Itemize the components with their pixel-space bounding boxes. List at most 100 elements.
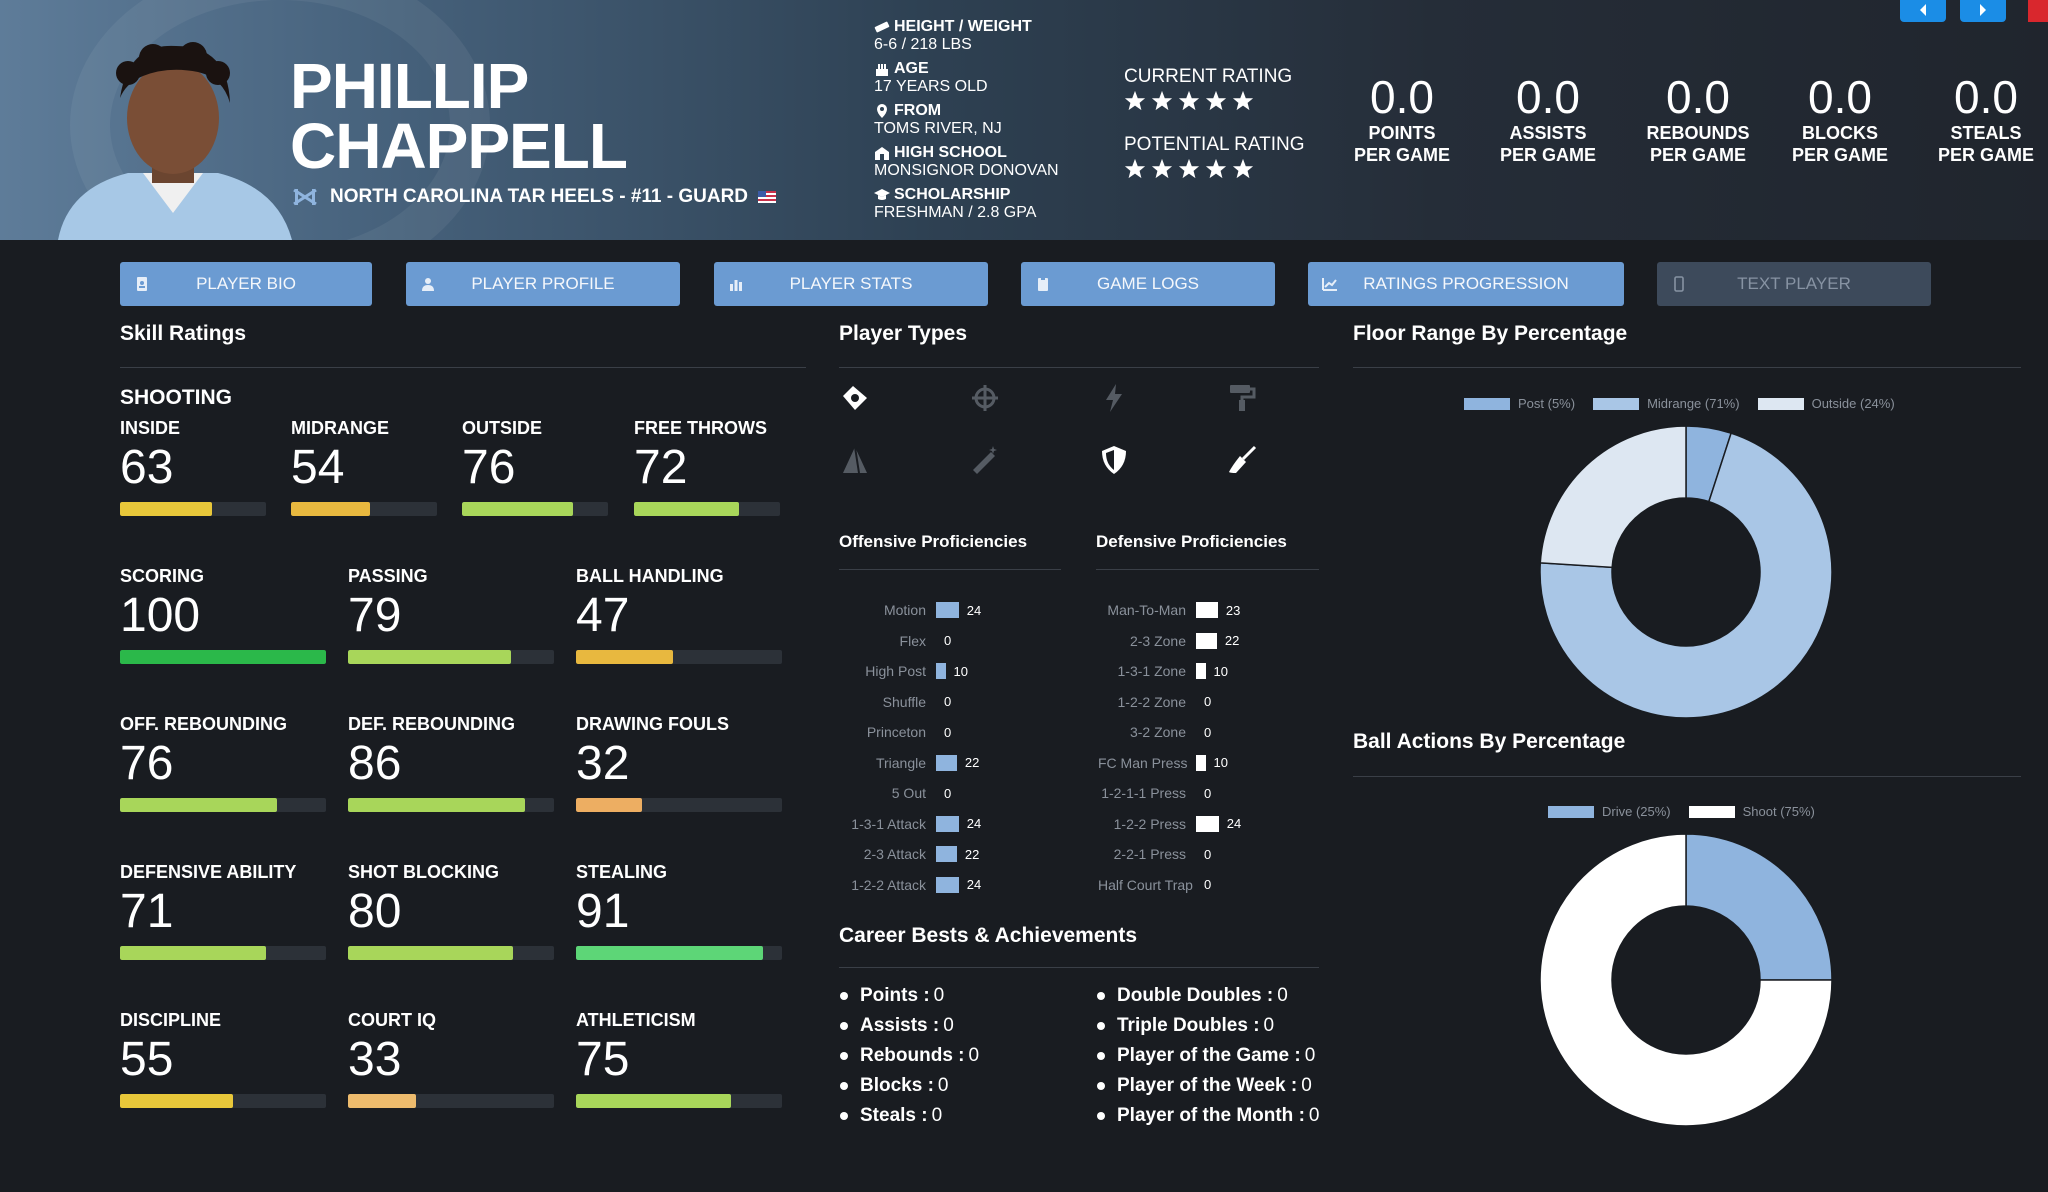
magic-wand-icon[interactable] (969, 444, 1001, 476)
skill-shot-blocking: SHOT BLOCKING 80 (348, 862, 554, 960)
skill-bar-fill (576, 798, 642, 812)
avatar (58, 42, 292, 240)
crosshair-icon[interactable] (969, 382, 1001, 414)
achievement-label: Rebounds : (860, 1045, 965, 1066)
ball-actions-donut-chart (1539, 833, 1833, 1127)
achievement-label: Player of the Game : (1117, 1045, 1301, 1066)
skill-bar-fill (120, 650, 326, 664)
star-icon (1178, 158, 1200, 179)
skill-ratings-divider (120, 367, 806, 368)
proficiency-name: 3-2 Zone (1129, 724, 1186, 740)
legend-item[interactable]: Drive (25%) (1548, 804, 1671, 819)
proficiency-name: High Post (865, 663, 926, 679)
skill-value: 75 (576, 1033, 630, 1086)
achievement-value: 0 (1304, 1045, 1316, 1066)
chevron-right-icon (1980, 4, 1986, 16)
bullet-icon (840, 1022, 848, 1030)
proficiency-row: Flex 0 (838, 631, 952, 651)
skill-label: PASSING (348, 566, 428, 586)
bullet-icon (840, 1052, 848, 1060)
proficiency-row: Man-To-Man 23 (1098, 600, 1240, 620)
donut-slice[interactable] (1539, 425, 1687, 569)
skill-defensive-ability: DEFENSIVE ABILITY 71 (120, 862, 326, 960)
star-icon (1178, 90, 1200, 111)
tab-player-profile[interactable]: PLAYER PROFILE (406, 262, 680, 306)
skill-label: SCORING (120, 566, 205, 586)
potential-rating-stars (1124, 158, 1305, 180)
paint-roller-icon[interactable] (1226, 382, 1258, 414)
floor-range-donut-chart (1539, 425, 1833, 719)
achievement-label: Blocks : (860, 1075, 934, 1096)
skill-value: 91 (576, 885, 630, 938)
proficiency-value: 22 (964, 755, 980, 770)
previous-player-button[interactable] (1900, 0, 1946, 22)
skill-bar-fill (348, 946, 513, 960)
skill-label: DRAWING FOULS (576, 714, 729, 734)
tab-player-stats[interactable]: PLAYER STATS (714, 262, 988, 306)
star-icon (1151, 90, 1173, 111)
skill-value: 55 (120, 1033, 174, 1086)
unc-logo-icon (293, 188, 317, 206)
proficiency-row: 1-2-2 Zone 0 (1098, 692, 1212, 712)
proficiency-value: 0 (1204, 846, 1212, 862)
legend-swatch (1548, 805, 1594, 818)
donut-slice[interactable] (1685, 833, 1833, 981)
school-icon (875, 147, 889, 160)
next-player-button[interactable] (1960, 0, 2006, 22)
achievement-value: 0 (931, 1105, 943, 1126)
lightning-icon[interactable] (1098, 382, 1130, 414)
legend-item[interactable]: Shoot (75%) (1688, 804, 1815, 819)
achievement-value: 0 (968, 1045, 980, 1066)
location-pin-icon (877, 104, 887, 118)
achievement-item: Triple Doubles :0 (1097, 1015, 1274, 1037)
career-divider (839, 967, 1319, 968)
proficiency-name: Shuffle (882, 693, 926, 710)
skill-bar-fill (634, 502, 740, 516)
bullet-icon (1097, 992, 1105, 1000)
cake-icon (876, 64, 888, 76)
legend-item[interactable]: Outside (24%) (1757, 396, 1895, 411)
stat-steals: 0.0 STEALS PER GAME (1937, 71, 2034, 165)
player-last-name: CHAPPELL (290, 110, 628, 182)
stat-points: 0.0 POINTS PER GAME (1353, 71, 1450, 165)
broom-icon[interactable] (1226, 444, 1258, 476)
achievement-item: Player of the Month :0 (1097, 1105, 1319, 1127)
pyramid-icon[interactable] (839, 444, 871, 476)
ball-actions-legend: Drive (25%) Shoot (75%) (1548, 804, 1825, 819)
bullet-icon (1097, 1022, 1105, 1030)
ball-handler-icon[interactable] (839, 382, 871, 414)
donut-slice[interactable] (1539, 432, 1833, 719)
achievement-item: Points :0 (840, 985, 944, 1007)
skill-value: 47 (576, 589, 630, 642)
donut-slice[interactable] (1539, 833, 1833, 1127)
legend-item[interactable]: Midrange (71%) (1593, 396, 1740, 411)
tab-ratings-progression[interactable]: RATINGS PROGRESSION (1308, 262, 1624, 306)
ratings: CURRENT RATING POTENTIAL RATING (1124, 66, 1305, 202)
skill-bar-fill (576, 1094, 731, 1108)
achievement-value: 0 (1277, 985, 1288, 1006)
proficiency-bar (1196, 602, 1218, 618)
current-rating-label: CURRENT RATING (1124, 66, 1293, 87)
proficiency-value: 0 (944, 785, 952, 801)
proficiency-bar (1196, 754, 1206, 771)
proficiency-value: 23 (1225, 602, 1241, 618)
close-button[interactable] (2028, 0, 2048, 22)
info-height-weight: HEIGHT / WEIGHT 6-6 / 218 LBS (874, 18, 1032, 53)
legend-item[interactable]: Post (5%) (1464, 396, 1575, 411)
proficiency-row: Half Court Trap 0 (1098, 875, 1211, 895)
proficiency-name: 2-3 Zone (1129, 632, 1186, 649)
proficiency-value: 0 (1204, 877, 1212, 892)
skill-label: DEFENSIVE ABILITY (120, 862, 297, 882)
ruler-icon (874, 21, 890, 33)
bullet-icon (1097, 1112, 1105, 1120)
skill-bar-track (462, 502, 608, 516)
tab-player-bio[interactable]: PLAYER BIO (120, 262, 372, 306)
tab-game-logs[interactable]: GAME LOGS (1021, 262, 1275, 306)
star-icon (1124, 90, 1146, 111)
star-icon (1232, 158, 1254, 179)
proficiency-value: 10 (953, 663, 968, 679)
shield-icon[interactable] (1098, 444, 1130, 476)
phone-icon (1674, 276, 1684, 292)
tab-text-player[interactable]: TEXT PLAYER (1657, 262, 1931, 306)
skill-bar-track (634, 502, 780, 516)
